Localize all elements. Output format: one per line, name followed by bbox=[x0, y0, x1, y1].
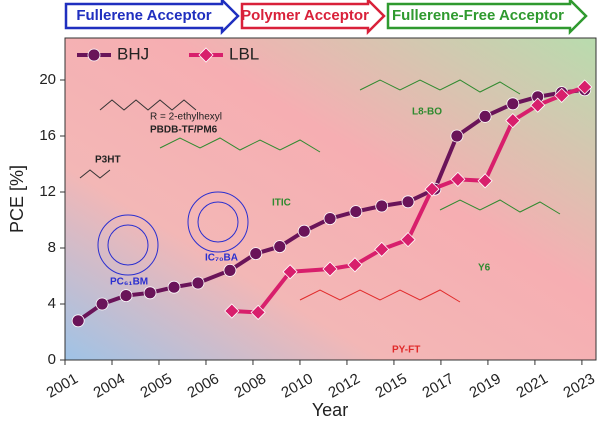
data-point bbox=[506, 97, 520, 111]
molecule-label: PBDB-TF/PM6 bbox=[150, 125, 218, 136]
y-tick-label: 16 bbox=[39, 127, 56, 144]
x-tick-label: 2008 bbox=[232, 370, 269, 401]
data-point bbox=[143, 286, 157, 300]
data-point bbox=[424, 181, 440, 197]
y-tick-label: 0 bbox=[48, 351, 56, 368]
x-axis-label: Year bbox=[312, 400, 348, 420]
phase-label: Fullerene Acceptor bbox=[76, 7, 211, 24]
data-point bbox=[375, 199, 389, 213]
data-point bbox=[477, 173, 493, 189]
x-tick-label: 2019 bbox=[467, 370, 504, 401]
x-tick-label: 2021 bbox=[513, 370, 550, 401]
x-tick-label: 2010 bbox=[279, 370, 316, 401]
data-point bbox=[400, 232, 416, 248]
x-tick-label: 2006 bbox=[185, 370, 222, 401]
data-point bbox=[95, 297, 109, 311]
data-point bbox=[71, 314, 85, 328]
data-point bbox=[505, 113, 521, 129]
data-point bbox=[167, 280, 181, 294]
phase-label: Polymer Acceptor bbox=[241, 7, 369, 24]
data-point bbox=[577, 79, 593, 95]
data-point bbox=[374, 241, 390, 257]
data-point bbox=[224, 303, 240, 319]
x-tick-label: 2017 bbox=[420, 370, 457, 401]
y-axis-label: PCE [%] bbox=[7, 165, 27, 233]
molecule-label: R = 2-ethylhexyl bbox=[150, 112, 222, 123]
data-point bbox=[530, 97, 546, 113]
y-tick-label: 12 bbox=[39, 183, 56, 200]
legend-marker bbox=[87, 48, 101, 62]
legend-marker bbox=[198, 47, 214, 63]
data-point bbox=[450, 129, 464, 143]
molecule-label: PY-FT bbox=[392, 345, 420, 356]
data-point bbox=[401, 195, 415, 209]
phase-arrow bbox=[64, 0, 240, 36]
molecule-sketches bbox=[79, 79, 561, 303]
data-point bbox=[282, 264, 298, 280]
molecule-label: L8-BO bbox=[412, 107, 442, 118]
data-point bbox=[347, 257, 363, 273]
data-point bbox=[223, 263, 237, 277]
data-point bbox=[349, 205, 363, 219]
data-point bbox=[554, 87, 570, 103]
legend-label: BHJ bbox=[117, 44, 149, 63]
molecule-label: PC₆₁BM bbox=[110, 277, 148, 288]
phase-arrow bbox=[386, 0, 588, 36]
molecule-label: Y6 bbox=[478, 263, 491, 274]
data-point bbox=[191, 276, 205, 290]
x-tick-label: 2023 bbox=[560, 370, 597, 401]
x-tick-label: 2012 bbox=[326, 370, 363, 401]
data-point bbox=[249, 247, 263, 261]
data-point bbox=[478, 110, 492, 123]
y-tick-label: 4 bbox=[48, 295, 56, 312]
data-point bbox=[250, 304, 266, 320]
legend-label: LBL bbox=[229, 44, 259, 63]
data-point bbox=[450, 171, 466, 187]
x-tick-label: 2001 bbox=[44, 370, 81, 401]
x-tick-label: 2005 bbox=[138, 370, 175, 401]
molecule-label: P3HT bbox=[95, 155, 121, 166]
y-tick-label: 20 bbox=[39, 71, 56, 88]
data-point bbox=[322, 261, 338, 277]
molecule-label: IC₇₀BA bbox=[205, 253, 238, 264]
data-point bbox=[273, 240, 287, 254]
x-tick-label: 2004 bbox=[91, 370, 128, 401]
data-point bbox=[297, 224, 311, 238]
y-tick-label: 8 bbox=[48, 239, 56, 256]
molecule-label: ITIC bbox=[272, 198, 291, 209]
x-tick-label: 2015 bbox=[373, 370, 410, 401]
phase-arrow bbox=[240, 0, 386, 36]
data-point bbox=[323, 212, 337, 226]
phase-label: Fullerene-Free Acceptor bbox=[392, 7, 564, 24]
plot-area bbox=[64, 37, 597, 361]
data-point bbox=[119, 289, 133, 303]
